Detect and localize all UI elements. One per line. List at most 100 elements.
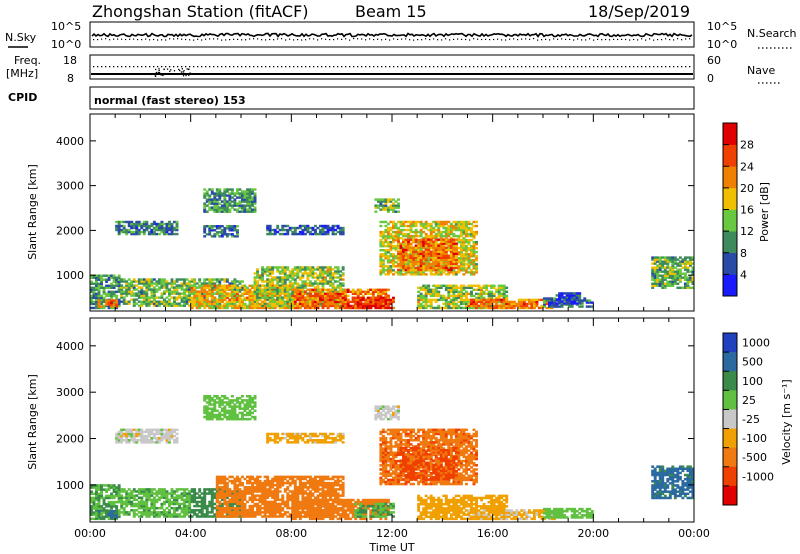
- heat-cell: [376, 198, 380, 201]
- heat-cell: [233, 235, 237, 238]
- heat-cell: [452, 302, 456, 306]
- heat-cell: [429, 300, 433, 304]
- heat-cell: [95, 515, 98, 518]
- heat-cell: [379, 265, 383, 268]
- heat-cell: [220, 284, 224, 287]
- heat-cell: [668, 276, 672, 279]
- heat-cell: [432, 240, 436, 243]
- heat-cell: [543, 301, 546, 304]
- heat-cell: [459, 300, 463, 304]
- nave-dot: [257, 66, 259, 68]
- heat-cell: [258, 274, 262, 277]
- heat-cell: [507, 300, 511, 304]
- heat-cell: [331, 296, 335, 300]
- heat-cell: [210, 306, 214, 310]
- heat-cell: [454, 264, 458, 268]
- nsearch-dot: [553, 38, 555, 40]
- heat-cell: [399, 271, 403, 274]
- nsearch-dot: [233, 38, 235, 40]
- nave-dot: [641, 66, 643, 68]
- heat-cell: [326, 230, 330, 234]
- heat-cell: [329, 294, 332, 298]
- heat-cell: [452, 242, 456, 245]
- heat-cell: [688, 260, 692, 263]
- heat-cell: [404, 244, 408, 247]
- heat-cell: [246, 210, 249, 213]
- nave-dot: [133, 66, 135, 68]
- heat-cell: [326, 300, 330, 304]
- heat-cell: [238, 304, 242, 308]
- heat-cell: [303, 306, 307, 310]
- heat-cell: [306, 226, 310, 230]
- heat-cell: [319, 294, 322, 298]
- heat-cell: [454, 273, 458, 276]
- heat-cell: [117, 224, 121, 228]
- heat-cell: [444, 238, 448, 241]
- heat-cell: [585, 305, 589, 308]
- heat-cell: [341, 290, 345, 294]
- heat-cell: [356, 306, 360, 310]
- heat-cell: [112, 509, 116, 513]
- heat-cell: [676, 272, 680, 275]
- heat-cell: [107, 500, 111, 504]
- heat-cell: [437, 284, 441, 287]
- heat-cell: [183, 290, 187, 293]
- heat-cell: [286, 296, 290, 299]
- heat-cell: [152, 292, 156, 295]
- heat-cell: [271, 268, 275, 271]
- heat-cell: [278, 228, 282, 232]
- heat-cell: [261, 304, 265, 307]
- heat-cell: [331, 274, 335, 277]
- heat-cell: [200, 296, 204, 300]
- heat-cell: [230, 286, 234, 290]
- heat-cell: [329, 276, 332, 279]
- heat-cell: [459, 267, 463, 270]
- heat-cell: [346, 294, 350, 298]
- heat-cell: [688, 264, 692, 267]
- heat-cell: [261, 284, 265, 287]
- heat-cell: [475, 306, 478, 310]
- heat-cell: [107, 488, 111, 491]
- heat-cell: [427, 254, 431, 257]
- heat-cell: [381, 253, 385, 256]
- heat-cell: [276, 298, 280, 301]
- heat-cell: [130, 282, 134, 285]
- heat-cell: [298, 290, 302, 294]
- heat-cell: [261, 268, 265, 271]
- heat-cell: [92, 498, 96, 502]
- heat-cell: [145, 290, 149, 293]
- heat-cell: [220, 194, 224, 197]
- heat-cell: [183, 296, 187, 299]
- heat-cell: [537, 306, 541, 310]
- heat-cell: [251, 304, 254, 308]
- heat-cell: [663, 270, 667, 273]
- heat-cell: [120, 504, 124, 508]
- heat-cell: [392, 261, 395, 264]
- heat-cell: [107, 486, 111, 489]
- heat-cell: [331, 284, 335, 287]
- heat-cell: [283, 272, 287, 275]
- heat-cell: [386, 248, 390, 252]
- heat-cell: [485, 286, 489, 290]
- heat-cell: [341, 284, 345, 287]
- heat-cell: [286, 290, 290, 293]
- heat-cell: [160, 296, 164, 299]
- heat-cell: [205, 194, 209, 197]
- heat-cell: [122, 302, 126, 305]
- heat-cell: [298, 278, 302, 281]
- heat-cell: [492, 300, 496, 304]
- heat-cell: [152, 222, 156, 226]
- heat-cell: [251, 190, 254, 193]
- heat-cell: [404, 252, 408, 255]
- heat-cell: [470, 298, 473, 302]
- heat-cell: [253, 282, 257, 285]
- heat-cell: [228, 233, 232, 236]
- heat-cell: [168, 232, 171, 236]
- heat-cell: [434, 224, 438, 228]
- heat-cell: [175, 288, 179, 291]
- heat-cell: [215, 204, 219, 207]
- heat-cell: [170, 302, 174, 305]
- heat-cell: [575, 292, 579, 295]
- heat-cell: [339, 304, 343, 307]
- heat-cell: [168, 282, 171, 285]
